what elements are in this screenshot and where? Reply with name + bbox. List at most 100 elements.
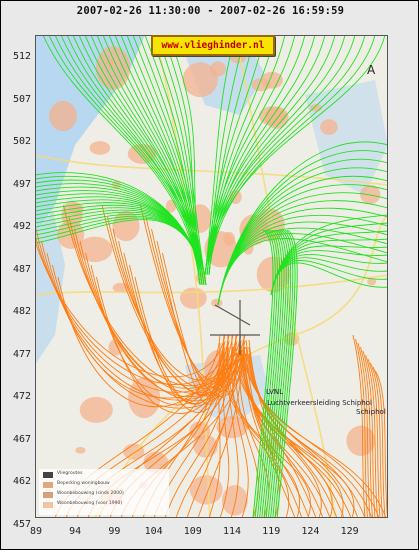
departure-track: [239, 350, 344, 518]
landing-track: [162, 35, 201, 286]
landing-track: [150, 35, 205, 286]
built-up-area: [193, 434, 218, 458]
landing-track: [35, 219, 201, 266]
y-tick-label: 472: [12, 391, 31, 402]
departure-track: [357, 342, 371, 518]
landing-track: [259, 229, 281, 518]
built-up-area: [89, 141, 111, 155]
landing-track: [272, 229, 294, 518]
landing-track: [263, 229, 285, 518]
departure-track: [367, 358, 381, 518]
landing-track: [252, 229, 274, 518]
legend-swatch: [43, 472, 53, 478]
departure-track: [231, 342, 249, 518]
vlieghinder-url-badge[interactable]: www.vlieghinder.nl: [151, 35, 275, 56]
legend-swatch: [43, 502, 53, 508]
built-up-area: [123, 443, 145, 460]
legend-label: Beperking woningbouw: [57, 481, 110, 486]
departure-track: [245, 353, 310, 518]
built-up-area: [182, 62, 218, 98]
departure-track: [372, 366, 386, 518]
built-up-area: [165, 199, 177, 213]
landing-track: [261, 229, 283, 518]
map-area: [35, 35, 388, 518]
departure-track: [352, 334, 366, 518]
flight-tracks-map: [35, 35, 388, 518]
landing-track: [126, 35, 205, 286]
landing-track: [208, 35, 346, 276]
departure-track: [248, 339, 317, 518]
built-up-area: [211, 298, 223, 308]
departure-track: [245, 339, 338, 518]
landing-track: [254, 229, 276, 518]
y-tick-label: 462: [12, 476, 31, 487]
landing-track: [270, 262, 388, 296]
landing-track: [208, 35, 316, 276]
landing-track: [96, 35, 203, 286]
map-legend: Vliegroutes Beperking woningbouw Woonbeb…: [39, 469, 169, 515]
lake-water: [305, 80, 388, 195]
landing-track: [42, 35, 201, 286]
x-tick-label: 104: [144, 526, 163, 537]
departure-track: [243, 358, 355, 518]
departure-track: [365, 354, 378, 518]
landing-track: [206, 35, 246, 276]
landing-track: [132, 35, 207, 286]
landing-track: [204, 35, 236, 276]
landing-track: [114, 35, 201, 286]
departure-track: [151, 228, 246, 397]
departure-track: [101, 204, 234, 396]
landing-track: [204, 35, 356, 276]
departure-track: [362, 350, 376, 518]
built-up-area: [367, 277, 377, 286]
x-tick-label: 119: [262, 526, 281, 537]
departure-track: [57, 276, 226, 408]
departure-track: [223, 350, 300, 518]
landing-track: [120, 35, 203, 286]
legend-swatch: [43, 482, 53, 488]
landing-track: [156, 35, 207, 286]
departure-track: [242, 353, 331, 518]
departure-track: [248, 353, 373, 518]
legend-label: Woonbebouwing (voor 1990): [57, 501, 123, 506]
y-tick-label: 467: [12, 433, 31, 445]
built-up-area: [221, 485, 248, 516]
x-tick-label: 94: [69, 526, 82, 537]
built-up-area: [128, 377, 161, 419]
y-tick-label: 497: [12, 178, 31, 190]
departure-track: [248, 346, 345, 518]
landing-track: [256, 229, 278, 518]
departure-track: [112, 228, 242, 389]
built-up-area: [189, 475, 223, 505]
landing-track: [204, 35, 386, 276]
runway: [210, 300, 260, 355]
timestamp-range-title: 2007-02-26 11:30:00 - 2007-02-26 16:59:5…: [76, 5, 345, 17]
built-up-area: [179, 287, 207, 309]
y-tick-label: 487: [12, 263, 31, 275]
y-tick-label: 507: [12, 93, 31, 105]
departure-track: [162, 252, 230, 394]
landing-track: [168, 35, 203, 286]
airport-marker-label: LVNL: [266, 388, 284, 396]
built-up-area: [346, 425, 376, 456]
road: [234, 35, 336, 518]
landing-track: [206, 35, 366, 276]
departure-track: [239, 353, 352, 518]
x-tick-label: 89: [29, 526, 43, 537]
x-tick-label: 129: [340, 526, 359, 537]
north-arrow-icon: A: [367, 63, 376, 77]
x-tick-label: 99: [108, 526, 121, 537]
landing-track: [276, 229, 298, 518]
landing-track: [204, 35, 326, 276]
departure-track: [52, 264, 246, 399]
departure-track: [208, 350, 221, 518]
built-up-area: [49, 100, 77, 132]
legend-swatch: [43, 492, 53, 498]
coast-water: [35, 210, 65, 365]
departure-track: [355, 338, 368, 518]
x-tick-label: 124: [301, 526, 320, 537]
departure-track: [370, 362, 383, 518]
landing-track: [66, 35, 201, 286]
landing-track: [90, 35, 201, 286]
